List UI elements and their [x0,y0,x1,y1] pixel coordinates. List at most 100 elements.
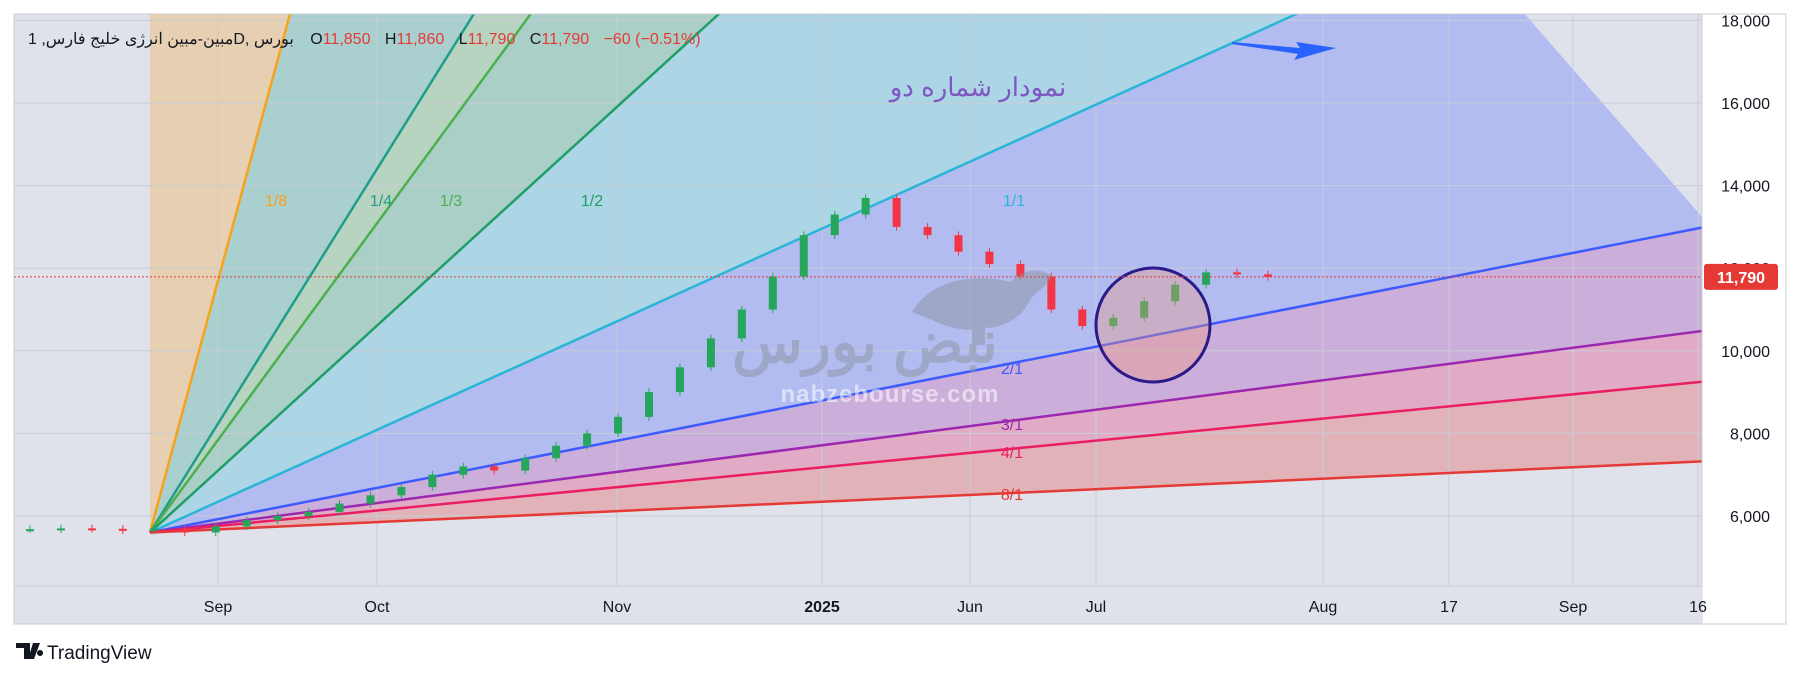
candle-body [799,235,808,277]
candle-body [1078,309,1087,327]
candle-body [1202,272,1211,285]
candle-body [459,466,468,475]
fan-line [148,14,476,534]
price-axis[interactable] [1702,14,1786,624]
fan-ratio-label: 4/1 [1001,445,1023,462]
time-axis[interactable] [14,586,1702,624]
x-tick-label: Sep [1559,599,1588,616]
candle-body [366,495,375,504]
candle-body [861,197,870,215]
fan-line [148,14,292,533]
candle-body [614,416,623,434]
candles [26,194,1272,537]
candle-body [149,528,158,531]
candle-body [645,392,653,417]
plot-background [14,14,1786,624]
candle-body [428,474,437,488]
tradingview-icon [16,643,44,659]
open-label: O [310,31,322,48]
candle-body [242,520,251,527]
last-price-badge: 11,790 [1704,263,1778,290]
candle-body [1140,301,1149,318]
close-value: 11,790 [541,31,589,48]
candle-body [1171,284,1180,302]
fan-zone-fill [150,14,1702,533]
tradingview-wordmark: TradingView [47,643,152,664]
candle-body [768,276,777,310]
fan-line [148,14,533,534]
ohlc-legend: مبین-مبین انرژی خلیج فارس, 1D, بورس O11,… [28,31,701,48]
symbol-name: مبین-مبین انرژی خلیج فارس, 1D, بورس [28,31,294,48]
candle-body [954,235,963,252]
y-tick-label: 16,000 [1721,96,1770,113]
y-tick-label: 10,000 [1721,344,1770,361]
arrow-icon [1232,42,1336,60]
y-tick-label: 6,000 [1730,509,1770,526]
fan-ratio-label: 1/2 [581,193,603,210]
candle-body [1233,272,1242,275]
high-label: H [385,31,397,48]
candle-body [118,528,127,531]
open-value: 11,850 [323,31,371,48]
x-tick-label: Jul [1086,599,1106,616]
candle-body [521,458,530,471]
watermark: نبض بورس nabzebourse.com [732,270,1052,408]
chart-title: نمودار شماره دو [888,72,1067,103]
highlight-circle [1094,266,1212,384]
bull-logo [912,270,1052,345]
fan-ratio-label: 2/1 [1001,361,1023,378]
candle-body [892,197,901,227]
x-tick-label: 17 [1440,599,1458,616]
fan-line [149,460,1702,534]
candle-body [304,511,313,516]
y-tick-label: 14,000 [1721,179,1770,196]
fan-line [149,14,721,534]
fan-ratio-label: 3/1 [1001,417,1023,434]
x-tick-label: Nov [603,599,631,616]
fan-ratio-label: 1/4 [370,193,392,210]
x-tick-label: Jun [957,599,983,616]
x-tick-label: Oct [365,599,390,616]
fan-ratio-label: 1/8 [265,193,287,210]
candle-body [985,251,994,265]
close-label: C [530,31,542,48]
candle-body [273,516,282,521]
x-tick-label: Sep [204,599,233,616]
y-tick-label: 18,000 [1721,13,1770,30]
candle-body [1016,264,1025,277]
low-value: 11,790 [468,31,516,48]
candle-body [335,503,344,512]
candle-body [923,226,932,236]
candle-body [830,214,839,236]
candle-body [1047,276,1056,310]
candle-body [737,309,746,339]
candle-body [1109,317,1118,327]
candle-body [211,526,220,533]
fan-ratio-label: 1/3 [440,193,462,210]
last-price-label: 11,790 [1717,270,1765,287]
watermark-brand: نبض بورس [732,310,998,378]
low-label: L [459,31,468,48]
x-tick-label: Aug [1309,599,1337,616]
candle-body [26,529,34,532]
candle-body [552,445,561,459]
candle-body [56,528,65,531]
watermark-site: nabzebourse.com [780,381,999,408]
candle-body [583,433,592,446]
fan-line [149,380,1702,534]
x-tick-label: 2025 [804,599,840,616]
candle-body [706,338,715,368]
x-tick-label: 16 [1689,599,1707,616]
tradingview-logo[interactable]: TradingView [16,643,152,664]
change-value: −60 (−0.51%) [604,31,701,48]
y-tick-label: 8,000 [1730,426,1770,443]
fan-ratio-label: 1/1 [1003,193,1025,210]
gann-ratio-labels: 1/8 1/4 1/3 1/2 1/1 2/1 3/1 4/1 8/1 [265,193,1025,504]
candle-body [180,528,189,533]
time-axis-ticks: Sep Oct Nov 2025 Jun Jul Aug 17 Sep 16 [204,599,1707,616]
fan-ratio-label: 8/1 [1001,487,1023,504]
grid [14,14,1702,586]
